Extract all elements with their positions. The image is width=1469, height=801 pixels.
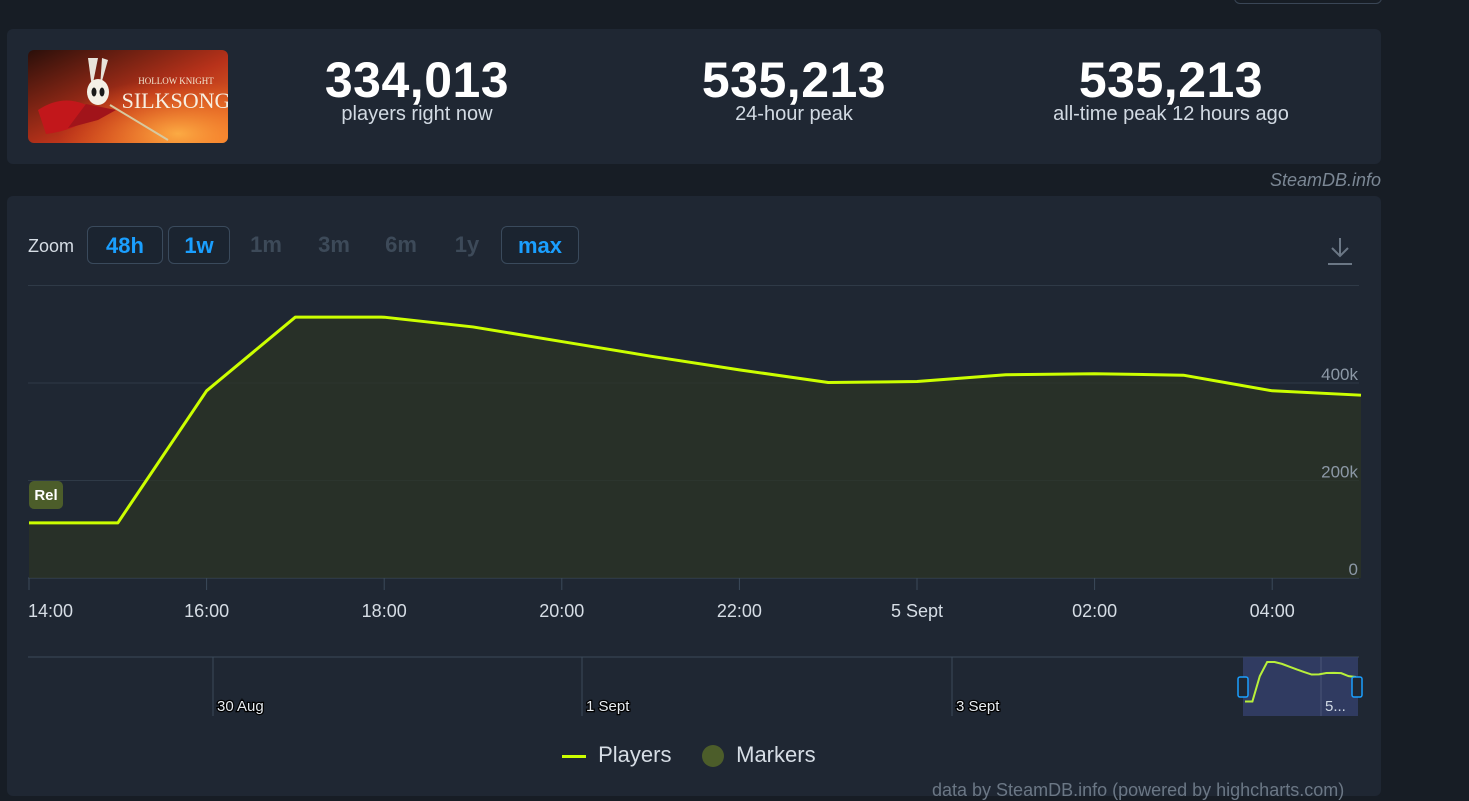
x-tick-label: 20:00	[539, 601, 584, 621]
zoom-1m-button[interactable]: 1m	[250, 232, 282, 257]
all-time-peak-value: 535,213	[1078, 52, 1264, 108]
release-marker-label: Rel	[34, 487, 57, 504]
legend-line-icon	[562, 754, 586, 758]
release-marker[interactable]: Rel	[29, 481, 63, 509]
x-tick-label: 22:00	[717, 601, 762, 621]
svg-text:HOLLOW KNIGHT: HOLLOW KNIGHT	[138, 76, 214, 86]
top-header-strip	[0, 0, 1469, 28]
navigator-handle-right[interactable]	[1351, 676, 1363, 698]
navigator-selection	[1243, 657, 1358, 716]
y-tick-label: 200k	[1321, 463, 1358, 482]
navigator-date-label: 5...	[1325, 698, 1346, 715]
x-tick-label: 18:00	[362, 601, 407, 621]
zoom-3m-button[interactable]: 3m	[318, 232, 350, 257]
stat-24h-peak: 535,213 24-hour peak	[634, 51, 954, 126]
zoom-48h-button[interactable]: 48h	[87, 226, 163, 264]
release-marker-badge[interactable]	[29, 481, 63, 509]
zoom-1y-button[interactable]: 1y	[454, 232, 480, 257]
zoom-6m-button[interactable]: 6m	[385, 232, 417, 257]
x-tick-label: 16:00	[184, 601, 229, 621]
zoom-max-button[interactable]: max	[501, 226, 579, 264]
legend-players-label: Players	[598, 742, 672, 767]
y-tick-label: 400k	[1321, 365, 1358, 384]
game-logo: HOLLOW KNIGHT SILKSONG	[28, 50, 228, 143]
legend-markers[interactable]: Markers	[702, 742, 816, 768]
stat-players-now: 334,013 players right now	[257, 51, 577, 126]
legend-markers-label: Markers	[736, 742, 816, 767]
players-now-value: 334,013	[324, 52, 510, 108]
zoom-label: Zoom	[28, 236, 75, 256]
x-tick-label: 14:00	[28, 601, 73, 621]
navigator-date-label: 30 Aug	[217, 698, 264, 715]
x-tick-label: 02:00	[1072, 601, 1117, 621]
x-tick-label: 04:00	[1250, 601, 1295, 621]
navigator-handle-left[interactable]	[1237, 676, 1249, 698]
all-time-peak-label: all-time peak 12 hours ago	[1053, 103, 1289, 125]
zoom-1w-button[interactable]: 1w	[168, 226, 230, 264]
navigator-date-label: 3 Sept	[956, 698, 1000, 715]
players-now-label: players right now	[341, 103, 493, 125]
players-area	[29, 317, 1361, 578]
stat-all-time-peak: 535,213 all-time peak 12 hours ago	[1011, 51, 1331, 126]
x-tick-label: 5 Sept	[891, 601, 943, 621]
svg-text:SILKSONG: SILKSONG	[122, 88, 228, 113]
download-icon[interactable]	[1327, 236, 1353, 266]
players-line	[29, 315, 1362, 525]
peak-24h-label: 24-hour peak	[735, 103, 853, 125]
y-tick-label: 0	[1349, 560, 1358, 579]
peak-24h-value: 535,213	[701, 52, 887, 108]
navigator-mini-line	[1245, 660, 1357, 703]
legend-players[interactable]: Players	[562, 742, 671, 768]
legend-marker-icon	[702, 745, 724, 768]
steamdb-credit[interactable]: SteamDB.info	[1269, 170, 1381, 190]
stats-card: HOLLOW KNIGHT SILKSONG 334,013 players r…	[7, 29, 1381, 164]
navigator-date-label: 1 Sept	[586, 698, 630, 715]
